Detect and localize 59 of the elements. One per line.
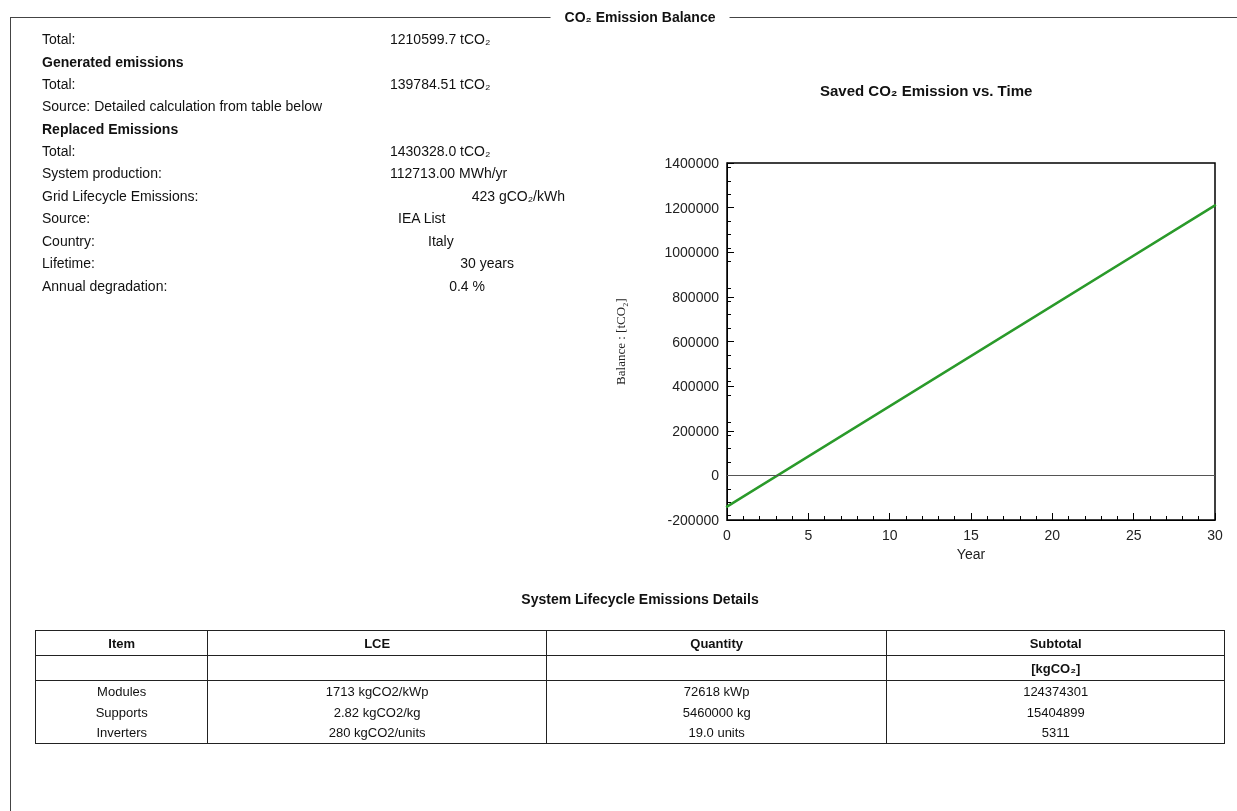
text: 280 kgCO2/units — [207, 722, 547, 744]
text: Lifetime: — [42, 254, 95, 272]
text: Total: — [42, 142, 76, 160]
x-tick-label: 5 — [804, 527, 813, 543]
y-tick-label: 1400000 — [664, 155, 720, 171]
text: 19.0 units — [546, 722, 887, 744]
text: 139784.51 tCO₂ — [390, 75, 491, 93]
text: [kgCO₂] — [886, 655, 1225, 681]
chart-title: Saved CO₂ Emission vs. Time — [820, 82, 1033, 99]
text: IEA List — [398, 209, 446, 227]
text: System Lifecycle Emissions Details — [521, 590, 759, 608]
text: LCE — [207, 630, 547, 656]
text: 15404899 — [886, 701, 1225, 723]
text: 1430328.0 tCO₂ — [390, 142, 491, 160]
text: Grid Lifecycle Emissions: — [42, 187, 199, 205]
x-tick-label: 10 — [881, 527, 898, 543]
text: Item — [35, 630, 208, 656]
y-axis-title: Balance : [tCO₂] — [613, 298, 628, 385]
text: 72618 kWp — [546, 680, 887, 702]
text: 5460000 kg — [546, 701, 887, 723]
text: Total: — [42, 75, 76, 93]
text: 2.82 kgCO2/kg — [207, 701, 547, 723]
text: Modules — [35, 680, 208, 702]
y-tick-label: 1200000 — [664, 199, 720, 216]
x-tick-label: 0 — [723, 527, 732, 543]
y-tick-label: 800000 — [672, 288, 720, 305]
source-note: Source: Detailed calculation from table below — [42, 97, 323, 115]
y-tick-label: 600000 — [672, 333, 720, 350]
y-tick-label: 200000 — [672, 422, 720, 439]
text: 1210599.7 tCO₂ — [390, 30, 491, 48]
source-note: Source: — [42, 209, 91, 227]
text: 124374301 — [886, 680, 1225, 702]
text: Inverters — [35, 722, 208, 744]
text: 30 years — [460, 254, 514, 272]
text: 112713.00 MWh/yr — [390, 164, 508, 182]
y-tick-label: 400000 — [672, 378, 720, 395]
text: Replaced Emissions — [42, 120, 179, 138]
y-tick-label: -200000 — [667, 512, 720, 528]
text: Quantity — [546, 630, 887, 656]
text: Italy — [428, 232, 454, 250]
x-tick-label: 30 — [1207, 527, 1223, 543]
text: Annual degradation: — [42, 277, 168, 295]
text: 5311 — [886, 722, 1225, 744]
text: 0.4 % — [449, 277, 485, 295]
text: Total: — [42, 30, 76, 48]
x-tick-label: 15 — [963, 527, 979, 543]
text: 1713 kgCO2/kWp — [207, 680, 547, 702]
text: Subtotal — [886, 630, 1225, 656]
text: Country: — [42, 232, 95, 250]
y-tick-label: 0 — [711, 467, 720, 484]
y-tick-label: 1000000 — [664, 244, 720, 261]
text: Supports — [35, 701, 208, 723]
x-tick-label: 20 — [1044, 527, 1061, 543]
text: Generated emissions — [42, 53, 184, 71]
text: 423 gCO₂/kWh — [471, 187, 565, 205]
x-axis-title: Year — [956, 545, 986, 562]
x-tick-label: 25 — [1125, 527, 1142, 543]
text: CO₂ Emission Balance — [550, 8, 730, 26]
text: System production: — [42, 164, 162, 182]
